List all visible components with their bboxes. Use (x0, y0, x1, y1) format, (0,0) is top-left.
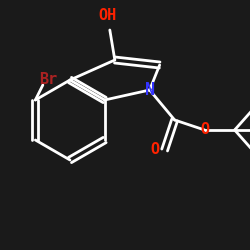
Text: OH: OH (98, 8, 116, 22)
Text: O: O (200, 122, 209, 138)
Text: Br: Br (39, 72, 57, 88)
Text: O: O (150, 142, 159, 158)
Text: N: N (145, 81, 155, 99)
